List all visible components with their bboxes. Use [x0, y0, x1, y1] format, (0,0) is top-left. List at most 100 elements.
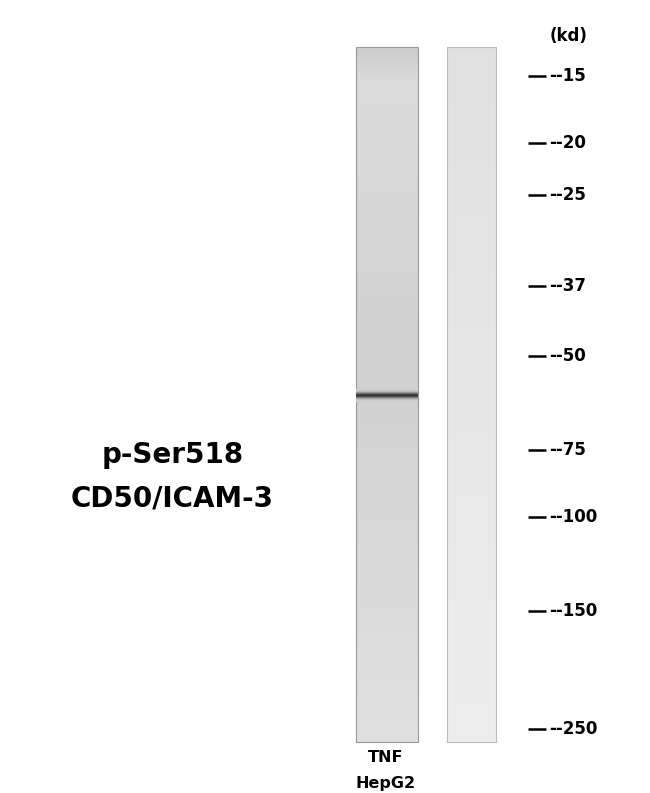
Bar	[356, 605, 417, 608]
Bar	[447, 262, 495, 266]
Bar	[447, 634, 495, 636]
Bar	[447, 302, 495, 305]
Bar	[447, 332, 495, 335]
Bar	[356, 645, 417, 648]
Bar	[356, 126, 417, 129]
Bar	[356, 381, 417, 384]
Bar	[356, 144, 417, 147]
Bar	[447, 458, 495, 460]
Bar	[356, 362, 417, 366]
Bar	[356, 223, 417, 226]
Bar	[356, 707, 417, 711]
Bar	[447, 235, 495, 238]
Bar	[356, 59, 417, 62]
Bar	[356, 189, 417, 192]
Bar	[356, 274, 417, 278]
Bar	[356, 200, 417, 203]
Bar	[356, 730, 417, 734]
Bar	[447, 265, 495, 268]
Bar	[356, 96, 417, 99]
Text: --250: --250	[549, 720, 597, 738]
Bar	[356, 612, 417, 615]
Bar	[447, 689, 495, 692]
Bar	[356, 571, 417, 574]
Bar	[447, 232, 495, 236]
Bar	[356, 462, 417, 465]
Bar	[447, 323, 495, 326]
Bar	[356, 91, 417, 94]
Bar	[356, 550, 417, 553]
Bar	[447, 536, 495, 539]
Bar	[356, 353, 417, 356]
Bar	[447, 142, 495, 145]
Bar	[356, 589, 417, 592]
Bar	[356, 79, 417, 82]
Bar	[356, 288, 417, 291]
Bar	[447, 216, 495, 220]
Bar	[447, 105, 495, 108]
Bar	[356, 124, 417, 127]
Bar	[356, 114, 417, 117]
Bar	[356, 230, 417, 233]
Bar	[356, 453, 417, 456]
Bar	[447, 267, 495, 270]
Bar	[447, 589, 495, 592]
Bar	[356, 434, 417, 437]
Bar	[356, 723, 417, 726]
Bar	[356, 684, 417, 688]
Bar	[447, 297, 495, 301]
Bar	[356, 740, 417, 743]
Bar	[356, 458, 417, 460]
Bar	[447, 439, 495, 442]
Bar	[356, 566, 417, 569]
Bar	[356, 596, 417, 600]
Bar	[447, 112, 495, 115]
Bar	[447, 554, 495, 557]
Bar	[447, 557, 495, 560]
Bar	[356, 101, 417, 104]
Bar	[447, 519, 495, 523]
Bar	[447, 341, 495, 344]
Bar	[447, 670, 495, 673]
Bar	[356, 397, 417, 400]
Bar	[356, 195, 417, 198]
Bar	[447, 441, 495, 444]
Bar	[356, 135, 417, 138]
Bar	[447, 68, 495, 71]
Bar	[356, 659, 417, 662]
Bar	[447, 381, 495, 384]
Bar	[356, 207, 417, 210]
Bar	[356, 399, 417, 402]
Bar	[447, 425, 495, 428]
Bar	[356, 251, 417, 254]
Bar	[447, 184, 495, 187]
Bar	[356, 499, 417, 502]
Bar	[447, 506, 495, 509]
Bar	[447, 418, 495, 421]
Bar	[356, 703, 417, 706]
Bar	[356, 351, 417, 354]
Bar	[356, 68, 417, 71]
Bar	[447, 719, 495, 722]
Bar	[447, 77, 495, 80]
Text: --15: --15	[549, 67, 586, 86]
Bar	[356, 133, 417, 136]
Bar	[447, 726, 495, 729]
Bar	[447, 91, 495, 94]
Bar	[447, 378, 495, 381]
Bar	[356, 657, 417, 660]
Bar	[447, 694, 495, 696]
Bar	[447, 661, 495, 665]
Bar	[447, 228, 495, 231]
Bar	[447, 677, 495, 680]
Bar	[356, 339, 417, 342]
Bar	[356, 346, 417, 349]
Bar	[356, 406, 417, 409]
Bar	[356, 355, 417, 358]
Bar	[447, 272, 495, 275]
Bar	[356, 330, 417, 333]
Bar	[356, 49, 417, 52]
Bar	[447, 107, 495, 110]
Bar	[447, 576, 495, 578]
Bar	[356, 554, 417, 557]
